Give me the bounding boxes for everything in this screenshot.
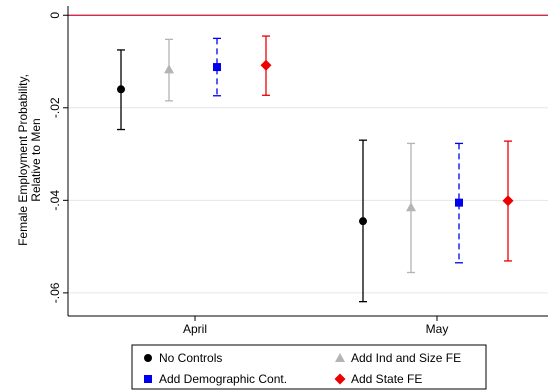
point-estimate [117, 85, 125, 94]
legend-label: Add State FE [351, 372, 422, 386]
y-tick-label: -.06 [48, 282, 62, 303]
legend-marker [144, 354, 152, 362]
point-estimate [359, 217, 367, 226]
point-estimate [164, 64, 174, 74]
series-no-controls [117, 49, 367, 303]
legend-label: Add Demographic Cont. [159, 372, 287, 386]
x-tick-label: April [183, 322, 207, 336]
x-tick-label: May [426, 322, 449, 336]
y-axis-title: Female Employment Probability,Relative t… [16, 74, 43, 246]
y-tick-label: 0 [48, 12, 62, 19]
axes: 0 -.02 -.04 -.06 Female Employment Probabili… [16, 6, 548, 336]
series-add-demographic-cont- [213, 37, 463, 264]
legend: No Controls Add Ind and Size FE Add Demogr… [131, 344, 487, 390]
point-estimate [502, 195, 514, 207]
y-tick-label: -.04 [48, 190, 62, 211]
legend-marker [335, 353, 345, 362]
gridlines [68, 107, 548, 294]
legend-marker [144, 375, 152, 383]
series-add-ind-and-size-fe [164, 38, 416, 274]
y-axis-title-line: Relative to Men [29, 118, 43, 201]
point-estimate [213, 63, 221, 72]
y-axis-title-line: Female Employment Probability, [16, 74, 30, 246]
point-estimate [260, 59, 272, 71]
series-add-state-fe [260, 35, 514, 262]
legend-label: Add Ind and Size FE [351, 351, 461, 365]
legend-marker [334, 373, 346, 385]
legend-box [131, 344, 487, 390]
legend-label: No Controls [159, 351, 222, 365]
y-tick-label: -.02 [48, 97, 62, 118]
series-group [117, 35, 514, 303]
point-estimate [455, 198, 463, 207]
point-estimate [406, 202, 416, 212]
